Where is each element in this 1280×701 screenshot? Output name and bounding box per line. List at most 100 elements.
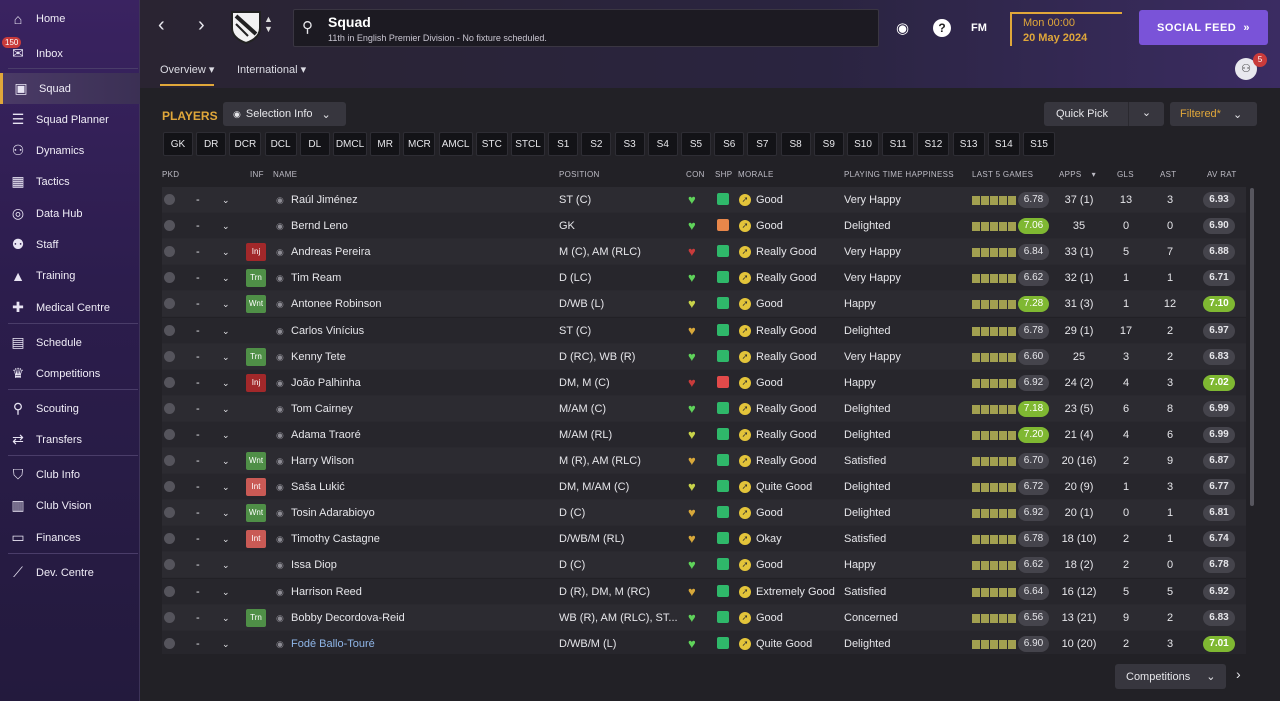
player-name[interactable]: Kenny Tete xyxy=(291,350,346,363)
col-header-con[interactable]: CON xyxy=(686,170,705,179)
filter-dropdown[interactable]: Filtered* ⌄ xyxy=(1170,102,1257,126)
table-row[interactable]: - ⌄ Trn ◉ Tim Ream D (LC) ♥ ➚ Really Good Very Ha… xyxy=(162,265,1246,292)
penalty-kicker-toggle[interactable] xyxy=(164,637,175,649)
selection-slot[interactable]: - xyxy=(196,402,200,415)
selection-slot[interactable]: - xyxy=(196,324,200,337)
table-row[interactable]: - ⌄ Trn ◉ Bobby Decordova-Reid WB (R), AM (RL… xyxy=(162,604,1246,631)
col-header-name[interactable]: NAME xyxy=(273,170,298,179)
penalty-kicker-toggle[interactable] xyxy=(164,533,175,545)
position-filter-s14[interactable]: S14 xyxy=(987,132,1020,156)
position-filter-dl[interactable]: DL xyxy=(299,132,330,156)
table-row[interactable]: - ⌄ Inj ◉ João Palhinha DM, M (C) ♥ ➚ Good Happy 6… xyxy=(162,369,1246,396)
sidebar-item-schedule[interactable]: ▤ Schedule xyxy=(0,327,140,358)
position-filter-s15[interactable]: S15 xyxy=(1023,132,1055,156)
selection-slot[interactable]: - xyxy=(196,298,200,311)
tab-overview[interactable]: Overview ▾ xyxy=(160,63,215,86)
position-filter-s8[interactable]: S8 xyxy=(780,132,811,156)
table-row[interactable]: - ⌄ Wnt ◉ Antonee Robinson D/WB (L) ♥ ➚ Good Happ… xyxy=(162,291,1246,318)
penalty-kicker-toggle[interactable] xyxy=(164,402,175,414)
sidebar-item-scouting[interactable]: ⚲ Scouting xyxy=(0,393,140,424)
penalty-kicker-toggle[interactable] xyxy=(164,585,175,597)
selection-slot[interactable]: - xyxy=(196,611,200,624)
penalty-kicker-toggle[interactable] xyxy=(164,272,175,284)
table-row[interactable]: - ⌄ ◉ Adama Traoré M/AM (RL) ♥ ➚ Really Good Del… xyxy=(162,421,1246,448)
club-switch-chevrons-icon[interactable]: ▲ ▼ xyxy=(264,14,273,34)
position-filter-mr[interactable]: MR xyxy=(370,132,401,156)
chevron-down-icon[interactable]: ⌄ xyxy=(222,456,230,466)
position-filter-gk[interactable]: GK xyxy=(163,132,193,156)
position-filter-s12[interactable]: S12 xyxy=(917,132,950,156)
chevron-down-icon[interactable]: ⌄ xyxy=(222,377,230,388)
chevron-down-icon[interactable]: ⌄ xyxy=(222,221,230,232)
chevron-down-icon[interactable]: ⌄ xyxy=(222,195,230,205)
tab-international[interactable]: International ▾ xyxy=(237,64,307,76)
col-header-inf[interactable]: INF xyxy=(250,170,264,179)
competitions-dropdown[interactable]: Competitions ⌄ xyxy=(1115,664,1226,689)
sidebar-item-competitions[interactable]: ♛ Competitions xyxy=(0,358,140,389)
player-name[interactable]: Tosin Adarabioyo xyxy=(291,507,375,520)
penalty-kicker-toggle[interactable] xyxy=(164,324,175,336)
player-name[interactable]: Carlos Vinícius xyxy=(291,324,365,337)
player-name[interactable]: Raúl Jiménez xyxy=(291,194,358,206)
table-row[interactable]: - ⌄ ◉ Issa Diop D (C) ♥ ➚ Good Happy 6.62 18 (2) 2 0… xyxy=(162,552,1246,579)
chevron-down-icon[interactable]: ⌄ xyxy=(222,403,230,414)
player-name[interactable]: João Palhinha xyxy=(291,376,361,389)
sidebar-item-staff[interactable]: ⚉ Staff xyxy=(0,229,140,260)
penalty-kicker-toggle[interactable] xyxy=(164,220,175,232)
club-badge-icon[interactable] xyxy=(230,10,262,44)
position-filter-stcl[interactable]: STCL xyxy=(511,132,545,156)
col-header-position[interactable]: POSITION xyxy=(559,170,600,179)
penalty-kicker-toggle[interactable] xyxy=(164,428,175,440)
position-filter-s4[interactable]: S4 xyxy=(647,132,678,156)
help-icon[interactable]: ? xyxy=(933,19,951,37)
selection-slot[interactable]: - xyxy=(196,350,200,363)
table-row[interactable]: - ⌄ Int ◉ Saša Lukić DM, M/AM (C) ♥ ➚ Quite Good… xyxy=(162,474,1246,501)
chevron-down-icon[interactable]: ⌄ xyxy=(222,299,230,310)
penalty-kicker-toggle[interactable] xyxy=(164,611,175,623)
chevron-down-icon[interactable]: ⌄ xyxy=(222,273,230,284)
chevron-down-icon[interactable]: ⌄ xyxy=(222,351,230,362)
next-page-arrow-icon[interactable]: › xyxy=(1236,666,1241,682)
position-filter-s13[interactable]: S13 xyxy=(952,132,985,156)
globe-icon[interactable]: ◉ xyxy=(896,20,910,37)
player-name[interactable]: Antonee Robinson xyxy=(291,298,382,311)
penalty-kicker-toggle[interactable] xyxy=(164,246,175,258)
selection-slot[interactable]: - xyxy=(196,637,200,650)
penalty-kicker-toggle[interactable] xyxy=(164,194,175,205)
chevron-down-icon[interactable]: ⌄ xyxy=(222,560,230,571)
sidebar-item-medical-centre[interactable]: ✚ Medical Centre xyxy=(0,292,140,323)
selection-slot[interactable]: - xyxy=(196,585,200,598)
position-filter-s11[interactable]: S11 xyxy=(882,132,915,156)
position-filter-dcl[interactable]: DCL xyxy=(264,132,297,156)
chevron-down-icon[interactable]: ⌄ xyxy=(222,586,230,597)
game-date-box[interactable]: Mon 00:00 20 May 2024 xyxy=(1010,12,1122,46)
table-row[interactable]: - ⌄ Inj ◉ Andreas Pereira M (C), AM (RLC) ♥ ➚ Re… xyxy=(162,239,1246,266)
sidebar-item-inbox[interactable]: ✉ Inbox xyxy=(0,38,140,69)
penalty-kicker-toggle[interactable] xyxy=(164,559,175,571)
chevron-down-icon[interactable]: ⌄ xyxy=(222,429,230,440)
position-filter-stc[interactable]: STC xyxy=(475,132,508,156)
table-scrollbar[interactable] xyxy=(1250,188,1254,506)
player-name[interactable]: Harry Wilson xyxy=(291,455,354,467)
position-filter-s7[interactable]: S7 xyxy=(747,132,778,156)
col-header-morale[interactable]: MORALE xyxy=(738,170,774,179)
position-filter-s9[interactable]: S9 xyxy=(813,132,844,156)
page-search-box[interactable]: ⚲ Squad 11th in English Premier Division… xyxy=(293,9,879,47)
quick-pick-button[interactable]: Quick Pick ⌄ xyxy=(1044,102,1164,126)
chevron-down-icon[interactable]: ⌄ xyxy=(222,325,230,336)
sidebar-item-home[interactable]: ⌂ Home xyxy=(0,3,140,34)
player-name[interactable]: Bobby Decordova-Reid xyxy=(291,611,405,624)
selection-info-dropdown[interactable]: ◉ Selection Info ⌄ xyxy=(223,102,346,126)
position-filter-s3[interactable]: S3 xyxy=(614,132,645,156)
fm-menu-button[interactable]: FM xyxy=(971,22,987,34)
player-name[interactable]: Issa Diop xyxy=(291,559,337,572)
player-name[interactable]: Timothy Castagne xyxy=(291,533,380,546)
position-filter-dmcl[interactable]: DMCL xyxy=(333,132,367,156)
back-arrow-icon[interactable]: ‹ xyxy=(158,14,165,36)
chevron-down-icon[interactable]: ⌄ xyxy=(222,534,230,545)
player-name[interactable]: Fodé Ballo-Touré xyxy=(291,637,375,650)
selection-slot[interactable]: - xyxy=(196,559,200,572)
table-row[interactable]: - ⌄ Wnt ◉ Harry Wilson M (R), AM (RLC) ♥ ➚ Reall… xyxy=(162,448,1246,474)
chevron-down-icon[interactable]: ⌄ xyxy=(222,612,230,623)
selection-slot[interactable]: - xyxy=(196,455,200,467)
